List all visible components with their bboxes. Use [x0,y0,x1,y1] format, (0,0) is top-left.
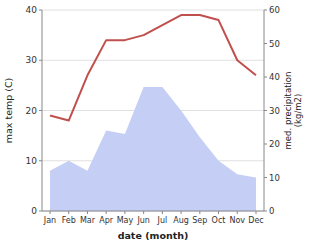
grid-line [42,60,264,61]
y-tick [39,110,42,111]
x-tick-label: Jun [136,216,150,225]
x-tick [50,211,51,214]
chart: 0 10 20 30 40 0 10 20 30 40 50 60 Jan Feb MarAprMayJun… [0,0,318,247]
y-axis-label: max temp (C) [3,78,14,144]
y2-tick [264,211,267,212]
y-tick-label: 10 [26,156,38,166]
y-tick [39,60,42,61]
x-tick [181,211,182,214]
axes: 0 10 20 30 40 0 10 20 30 40 50 60 Jan Feb MarAprMayJun… [26,5,280,225]
y2-tick [264,177,267,178]
y2-axis-label: med. precipitation(kg/m2) [283,72,303,150]
x-tick-label: Dec [248,216,263,225]
x-tick [68,211,69,214]
x-tick [87,211,88,214]
y2-tick-label: 0 [269,206,274,216]
x-tick-label: Mar [80,216,96,225]
y2-tick-label: 40 [269,72,280,82]
x-tick [237,211,238,214]
y2-tick [264,43,267,44]
y2-tick [264,77,267,78]
x-tick-label: May [117,216,134,225]
x-tick-label: Apr [99,216,114,225]
x-tick-label: Feb [62,216,76,225]
x-tick-label: Aug [173,216,189,225]
y2-tick-label: 30 [269,106,280,116]
grid-line [42,211,264,212]
y2-tick-label: 50 [269,39,280,49]
x-tick [124,211,125,214]
x-tick-label: Nov [229,216,245,225]
x-tick [162,211,163,214]
y2-tick [264,110,267,111]
x-tick [143,211,144,214]
y2-tick-label: 20 [269,139,280,149]
y2-tick-label: 10 [269,173,280,183]
x-tick [106,211,107,214]
plot-area [50,15,256,211]
grid [42,10,264,211]
line [50,15,256,121]
y-tick [39,160,42,161]
x-axis-line [42,211,264,212]
y-tick-label: 0 [31,206,37,216]
y2-tick [264,10,267,11]
grid-line [42,10,264,11]
x-tick [199,211,200,214]
y-tick [39,10,42,11]
y-tick-label: 30 [26,55,38,65]
x-tick-label: Sep [192,216,207,225]
x-tick-label: Oct [212,216,226,225]
y2-tick [264,144,267,145]
y-tick-label: 40 [26,5,38,15]
y-tick-label: 20 [26,106,38,116]
x-tick-label: Jan [43,216,56,225]
x-tick [218,211,219,214]
x-tick [256,211,257,214]
x-tick-label: Jul [157,216,168,225]
x-axis-label: date (month) [118,230,189,241]
y-tick [39,211,42,212]
area [50,87,256,211]
y2-tick-label: 60 [269,5,280,15]
